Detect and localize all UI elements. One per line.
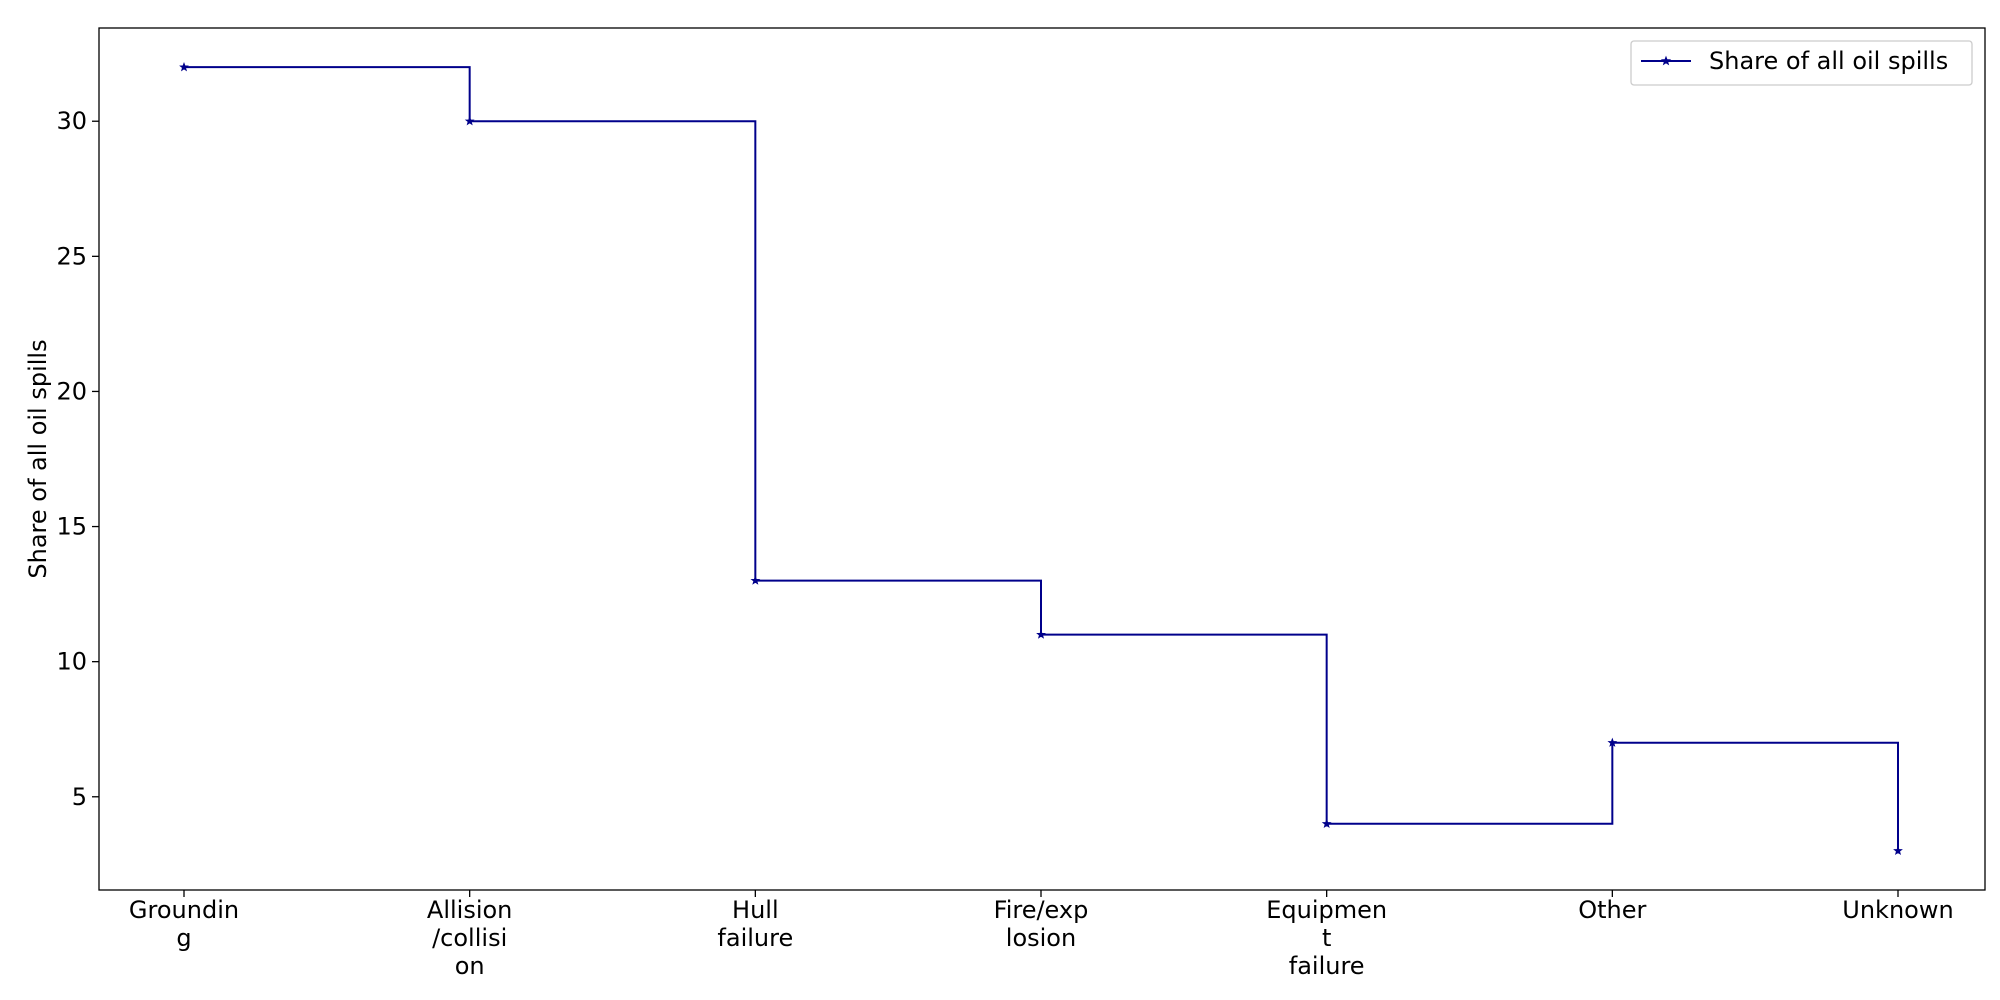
y-tick-label: 10 [56, 648, 87, 676]
x-tick-label: Unknown [1842, 896, 1953, 924]
data-point-marker [179, 62, 189, 72]
series-layer [179, 62, 1903, 855]
data-point-marker [1893, 845, 1903, 855]
x-tick-label: Fire/exp losion [994, 896, 1089, 952]
x-tick-label: Hull failure [717, 896, 793, 952]
plot-frame [98, 27, 1986, 891]
legend-marker-swatch [1660, 55, 1672, 66]
legend-label: Share of all oil spills [1709, 47, 1948, 75]
y-tick-label: 25 [56, 242, 87, 270]
y-axis-title: Share of all oil spills [24, 339, 52, 578]
y-axis: 5 10 15 20 25 30 [56, 107, 99, 811]
y-tick-label: 20 [56, 377, 87, 405]
legend: Share of all oil spills [1630, 40, 1973, 86]
y-tick-label: 5 [72, 783, 87, 811]
data-point-marker [1321, 818, 1332, 828]
x-tick-label: Allision/collisi on [427, 896, 513, 980]
legend-box [1630, 40, 1973, 86]
data-point-marker [1607, 737, 1618, 747]
data-point-marker [1036, 629, 1046, 639]
data-point-marker [750, 575, 761, 585]
x-tick-label: Equipmen t failure [1266, 896, 1387, 980]
x-axis: Groundin g Allision/collisi on Hull failure Fi… [129, 890, 1954, 980]
x-tick-label: Other [1578, 896, 1646, 924]
series-step-line [184, 66, 1899, 851]
y-tick-label: 15 [56, 513, 87, 541]
data-point-marker [464, 116, 475, 126]
x-tick-label: Groundin g [129, 896, 239, 952]
y-tick-label: 30 [56, 107, 87, 135]
